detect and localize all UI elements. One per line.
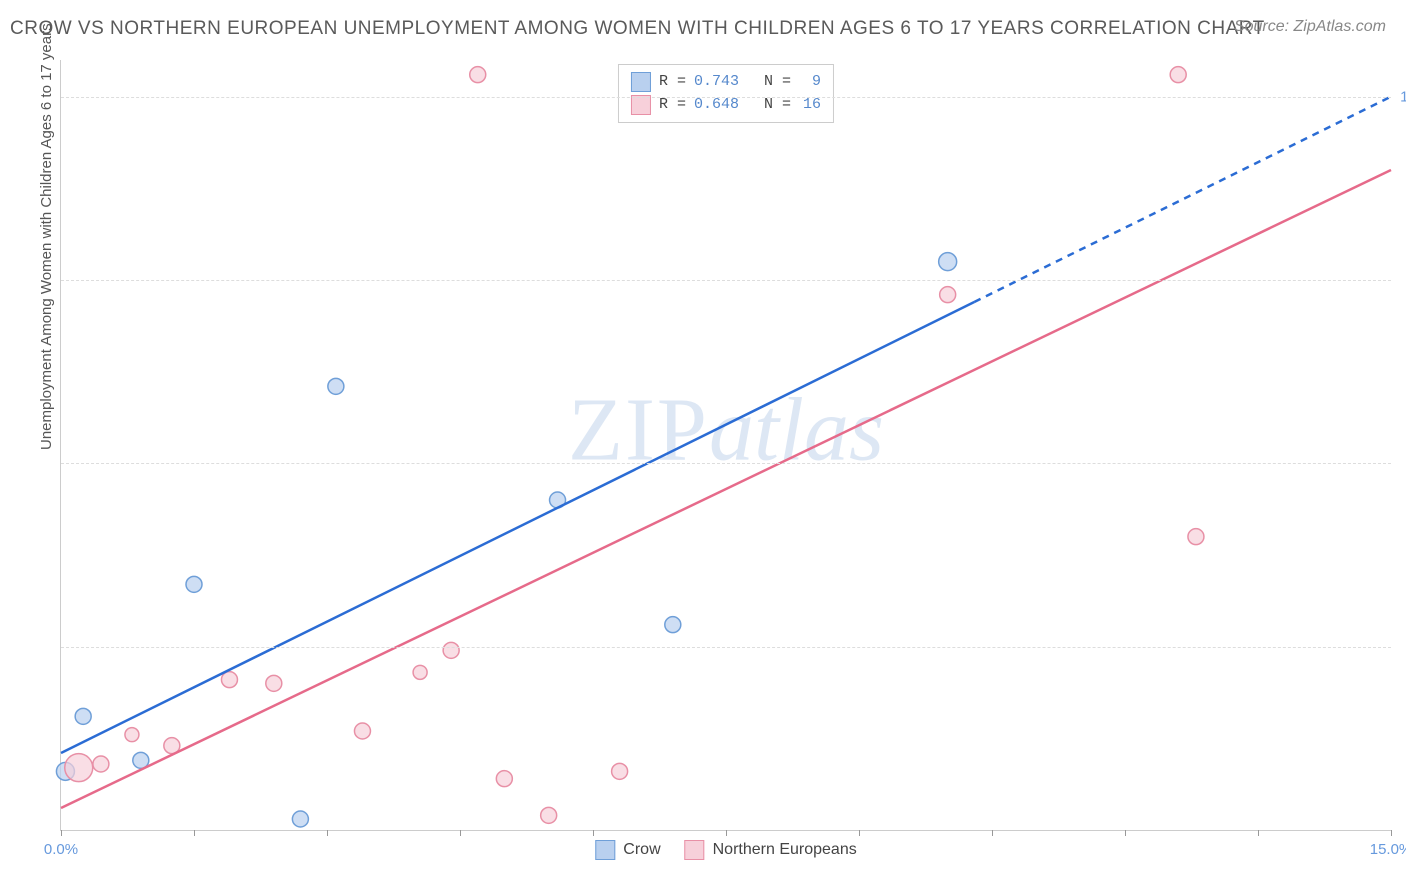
- x-tick: [194, 830, 195, 836]
- source-attribution: Source: ZipAtlas.com: [1234, 18, 1386, 36]
- gridline: [61, 463, 1391, 464]
- legend-swatch-crow: [631, 72, 651, 92]
- gridline: [61, 280, 1391, 281]
- plot-area: ZIPatlas R = 0.743 N = 9 R = 0.648 N = 1…: [60, 60, 1391, 831]
- legend-label-ne: Northern Europeans: [713, 841, 857, 859]
- legend-r-value-crow: 0.743: [694, 71, 739, 94]
- x-tick: [593, 830, 594, 836]
- legend-item-ne: Northern Europeans: [685, 840, 857, 860]
- x-tick: [859, 830, 860, 836]
- legend-row-crow: R = 0.743 N = 9: [631, 71, 821, 94]
- legend-correlation-box: R = 0.743 N = 9 R = 0.648 N = 16: [618, 64, 834, 123]
- y-axis-label: Unemployment Among Women with Children A…: [38, 23, 55, 450]
- legend-series-box: Crow Northern Europeans: [595, 840, 856, 860]
- y-tick-label: 100.0%: [1396, 88, 1406, 105]
- legend-swatch-ne: [631, 95, 651, 115]
- legend-label-crow: Crow: [623, 841, 660, 859]
- x-tick: [726, 830, 727, 836]
- chart-svg: [61, 60, 1391, 830]
- y-tick-label: 75.0%: [1396, 272, 1406, 289]
- legend-r-label: R =: [659, 71, 686, 94]
- x-tick-label: 0.0%: [44, 841, 78, 858]
- x-tick: [327, 830, 328, 836]
- x-tick: [1125, 830, 1126, 836]
- legend-item-crow: Crow: [595, 840, 660, 860]
- x-tick: [460, 830, 461, 836]
- legend-n-value-crow: 9: [799, 71, 821, 94]
- x-tick: [992, 830, 993, 836]
- x-tick: [1258, 830, 1259, 836]
- gridline: [61, 647, 1391, 648]
- x-tick: [61, 830, 62, 836]
- x-tick-label: 15.0%: [1370, 841, 1406, 858]
- legend-n-label: N =: [764, 71, 791, 94]
- legend-swatch-crow-bottom: [595, 840, 615, 860]
- legend-swatch-ne-bottom: [685, 840, 705, 860]
- y-tick-label: 25.0%: [1396, 638, 1406, 655]
- x-tick: [1391, 830, 1392, 836]
- gridline: [61, 97, 1391, 98]
- chart-title: CROW VS NORTHERN EUROPEAN UNEMPLOYMENT A…: [10, 18, 1265, 40]
- y-tick-label: 50.0%: [1396, 455, 1406, 472]
